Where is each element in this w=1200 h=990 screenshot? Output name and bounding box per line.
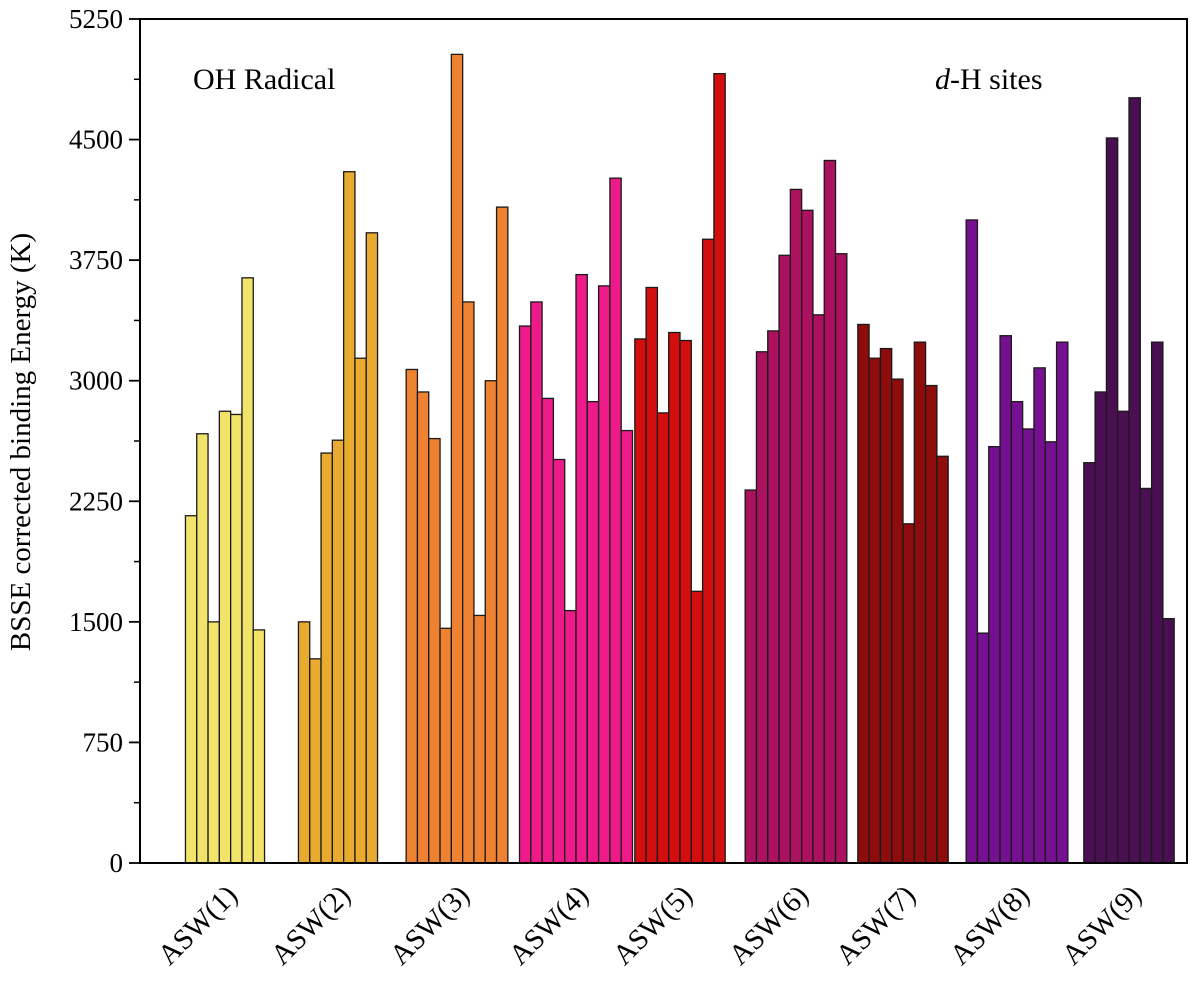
bar-asw9-6 — [1139, 487, 1153, 864]
x-tick-label: ASW(3) — [384, 879, 476, 971]
y-tick-label: 5250 — [69, 4, 123, 34]
bar-asw1-6 — [241, 277, 254, 864]
x-tick-label: ASW(1) — [152, 879, 244, 971]
bar-asw4-10 — [620, 429, 634, 864]
x-tick-label: ASW(9) — [1056, 879, 1148, 971]
y-tick-label: 2250 — [69, 486, 123, 516]
bar-asw5-2 — [645, 286, 659, 864]
bar-asw3-6 — [461, 301, 475, 864]
bar-asw9-4 — [1117, 410, 1130, 864]
bar-asw1-2 — [196, 433, 209, 864]
bar-asw4-7 — [586, 400, 600, 864]
bar-asw4-9 — [609, 177, 622, 864]
bar-asw4-4 — [552, 458, 566, 864]
bar-asw5-8 — [713, 73, 726, 864]
bar-asw8-1 — [965, 219, 979, 864]
bar-asw6-6 — [801, 209, 814, 864]
bar-asw8-9 — [1055, 341, 1069, 864]
bar-asw7-8 — [936, 455, 949, 864]
bar-asw1-5 — [229, 413, 243, 864]
x-tick-label: ASW(8) — [944, 879, 1036, 971]
y-tick-label: 1500 — [69, 607, 123, 637]
bar-asw7-4 — [891, 378, 904, 864]
bar-asw8-8 — [1044, 441, 1058, 864]
bar-asw1-3 — [207, 621, 221, 864]
y-tick-label: 0 — [110, 848, 124, 878]
y-tick-label: 3750 — [69, 245, 123, 275]
bar-asw4-1 — [518, 325, 532, 864]
annotation-dh-italic: d — [935, 63, 951, 96]
bar-asw7-7 — [924, 384, 938, 864]
bar-asw6-3 — [767, 330, 780, 864]
bar-asw7-3 — [879, 347, 893, 864]
bar-asw2-4 — [331, 439, 345, 864]
annotation-dh-sites: d-H sites — [935, 63, 1043, 96]
bar-asw1-7 — [252, 629, 266, 864]
bar-asw2-7 — [365, 232, 379, 864]
bar-asw5-6 — [690, 590, 704, 864]
bars-layer — [184, 53, 1175, 864]
bar-asw8-3 — [988, 445, 1001, 864]
bar-asw5-7 — [701, 238, 715, 864]
bar-asw6-2 — [755, 351, 769, 864]
bar-asw2-2 — [309, 658, 322, 864]
x-tick-label: ASW(6) — [723, 879, 815, 971]
bar-asw4-8 — [597, 285, 611, 864]
y-tick-label: 3000 — [69, 366, 123, 396]
bar-asw9-8 — [1162, 617, 1175, 864]
x-tick-label: ASW(5) — [607, 879, 699, 971]
bar-asw1-4 — [218, 410, 232, 864]
bar-asw7-6 — [913, 341, 927, 864]
bar-asw2-6 — [354, 357, 367, 864]
bar-asw4-5 — [564, 609, 577, 864]
bar-asw5-3 — [656, 412, 670, 864]
bar-asw9-2 — [1094, 391, 1108, 864]
bar-asw5-1 — [634, 338, 647, 864]
bar-asw4-3 — [541, 397, 555, 864]
bar-asw3-8 — [484, 380, 498, 864]
bar-asw2-1 — [297, 621, 311, 864]
bar-asw5-4 — [668, 331, 681, 864]
x-tick-label: ASW(4) — [503, 879, 595, 971]
bar-asw3-1 — [405, 368, 419, 864]
bar-asw5-5 — [679, 339, 692, 864]
bar-asw3-5 — [450, 53, 464, 864]
bar-asw1-1 — [184, 515, 198, 864]
y-axis-label: BSSE corrected binding Energy (K) — [5, 233, 37, 651]
bar-asw9-5 — [1128, 97, 1141, 864]
bar-asw7-1 — [857, 323, 870, 864]
bar-asw3-2 — [416, 391, 430, 864]
bar-asw8-5 — [1010, 400, 1024, 864]
y-tick-label: 750 — [83, 727, 124, 757]
bar-asw3-7 — [473, 614, 486, 864]
x-tick-label: ASW(2) — [265, 879, 357, 971]
bar-asw2-3 — [320, 452, 333, 864]
bar-asw4-2 — [530, 301, 543, 864]
bar-asw8-4 — [999, 335, 1012, 864]
bar-asw3-9 — [495, 206, 509, 864]
bar-asw8-6 — [1022, 428, 1035, 864]
bar-asw3-3 — [428, 437, 441, 864]
x-tick-label: ASW(7) — [830, 879, 922, 971]
bar-asw6-8 — [823, 159, 837, 864]
bar-asw7-2 — [868, 357, 882, 864]
y-tick-label: 4500 — [69, 125, 123, 155]
bar-asw9-3 — [1105, 137, 1119, 864]
annotation-oh-radical: OH Radical — [193, 63, 335, 96]
bar-asw9-1 — [1083, 462, 1096, 864]
bar-asw6-7 — [812, 314, 825, 864]
bar-asw4-6 — [575, 273, 588, 864]
annotation-dh-rest: -H sites — [950, 63, 1043, 96]
bar-asw6-1 — [744, 489, 758, 864]
bar-asw6-4 — [778, 254, 791, 864]
bar-asw2-5 — [342, 171, 356, 864]
bar-asw6-5 — [789, 188, 803, 864]
bar-asw9-7 — [1150, 341, 1164, 864]
bar-asw8-7 — [1033, 367, 1046, 864]
bar-asw6-9 — [834, 253, 848, 864]
bar-asw3-4 — [439, 627, 452, 864]
bar-asw7-5 — [902, 523, 915, 864]
bar-asw8-2 — [976, 632, 990, 864]
